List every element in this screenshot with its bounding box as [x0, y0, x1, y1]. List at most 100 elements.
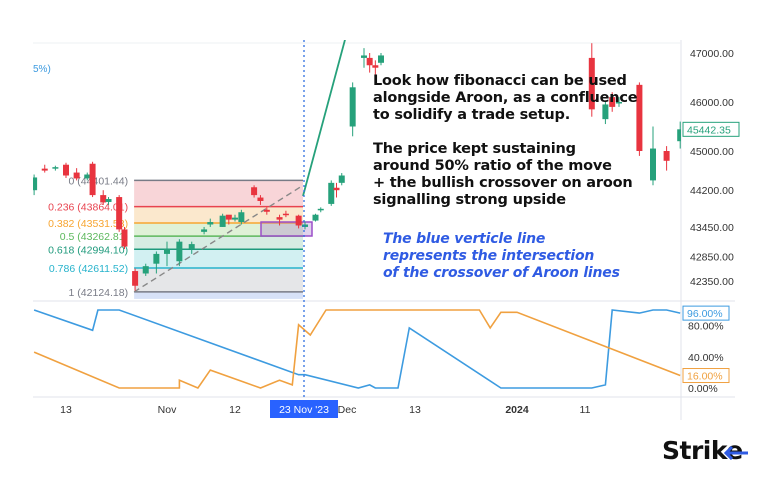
candle-down [121, 229, 128, 247]
candle-down [366, 57, 373, 66]
candle-down [100, 195, 107, 203]
candle-down [276, 217, 283, 220]
candle-up [378, 55, 384, 63]
time-tick-label: 13 [409, 404, 421, 416]
aroon-tick-label: 0.00% [688, 383, 718, 395]
price-tick-label: 46000.00 [690, 97, 734, 109]
fib-zone [134, 268, 303, 292]
highlighted-date-badge [270, 400, 338, 418]
fibonacci-retracement: 0 (44401.44) 0.236 (43864.01) 0.382 (43531… [48, 175, 304, 299]
candle-up [302, 224, 308, 227]
candle-down [41, 168, 48, 171]
candle-down [588, 57, 595, 110]
annotation-blue-line: The blue verticle line represents the in… [383, 231, 620, 282]
candle-down [609, 97, 616, 107]
candle-down [73, 172, 80, 179]
fib-level-label: 0.236 (43864.01) [48, 202, 128, 214]
candle-up [312, 214, 319, 221]
candle-up [52, 167, 59, 169]
candle-down [63, 164, 69, 176]
candle-down [295, 215, 302, 226]
price-tick-label: 44200.00 [690, 185, 734, 197]
annotation-line: The price kept sustaining [373, 141, 576, 157]
aroon-value-label: 96.00% [687, 308, 723, 320]
candle-up [164, 249, 170, 254]
candle-up [328, 182, 335, 204]
annotation-line: to solidify a trade setup. [373, 107, 571, 123]
candle-up [238, 212, 245, 223]
candle-up [201, 229, 208, 232]
candle-up [153, 253, 160, 264]
price-tick-label: 43450.00 [690, 222, 734, 234]
fib-trend-line [133, 184, 304, 293]
candle-up [207, 222, 214, 225]
candle-up [349, 87, 356, 127]
candle-down [251, 187, 258, 196]
price-tick-label: 42850.00 [690, 251, 734, 263]
annotation-line: around 50% ratio of the move [373, 158, 612, 174]
time-tick-label: 12 [229, 404, 241, 416]
candle-down [89, 163, 96, 196]
trend-line [302, 40, 346, 197]
price-tick-label: 42350.00 [690, 276, 734, 288]
annotation-line: The blue verticle line [383, 231, 546, 247]
candle-down [225, 214, 232, 220]
candle-up [142, 266, 149, 274]
fib-level-label: 0 (44401.44) [69, 175, 129, 187]
last-price-label: 45442.35 [687, 124, 731, 136]
time-tick-label: Nov [158, 404, 177, 416]
candle-up [361, 55, 367, 58]
annotation-line: represents the intersection [383, 248, 595, 264]
annotation-line: alongside Aroon, as a confluence [373, 90, 638, 106]
fib-level-label: 1 (42124.18) [69, 287, 129, 299]
time-tick-label: 11 [580, 404, 591, 416]
highlighted-date-label: 23 Nov '23 [279, 404, 329, 416]
annotation-price-sustaining: The price kept sustaining around 50% rat… [373, 141, 633, 209]
candle-down [333, 187, 340, 191]
aroon-tick-label: 40.00% [688, 352, 724, 364]
annotation-line: of the crossover of Aroon lines [383, 265, 620, 281]
price-tick-label: 45000.00 [690, 146, 734, 158]
candle-up [33, 177, 38, 191]
fib-zone [134, 249, 303, 269]
candle-up [338, 175, 345, 183]
fib-zone [134, 291, 303, 299]
annotation-line: signalling strong upside [373, 192, 566, 208]
candle-down [372, 65, 379, 68]
candle-up [677, 129, 681, 142]
candle-down [257, 197, 264, 201]
fib-zone [134, 180, 303, 207]
last-price-badge [682, 121, 740, 137]
candle-up [188, 244, 195, 249]
time-tick-label: Dec [338, 404, 357, 416]
candle-down [132, 271, 139, 286]
candle-up [84, 174, 91, 179]
aroon-line-aroon_a [33, 309, 681, 389]
fib-zone [134, 236, 303, 250]
candle-up [232, 217, 238, 220]
indicator-legend-fragment: 5%) [33, 64, 51, 75]
candle-down [282, 213, 289, 216]
aroon-value-badge [682, 305, 730, 321]
candle-up [219, 215, 226, 227]
candle-up [616, 102, 622, 104]
candle-up [317, 208, 324, 211]
candles [33, 43, 681, 291]
time-tick-label: 2024 [505, 404, 529, 416]
fib-level-label: 0.382 (43531.53) [48, 218, 128, 230]
candle-up [176, 241, 183, 262]
candle-down [263, 209, 270, 212]
candle-up [650, 148, 656, 181]
price-tick-label: 47000.00 [690, 48, 734, 60]
annotation-fibonacci-aroon: Look how fibonacci can be used alongside… [373, 73, 638, 124]
candle-down [636, 84, 643, 151]
aroon-value-label: 16.00% [687, 371, 723, 383]
aroon-value-badge [682, 368, 730, 384]
fib-level-label: 0.5 (43262.81) [60, 231, 128, 243]
annotation-line: Look how fibonacci can be used [373, 73, 627, 89]
aroon-line-aroon_b [33, 309, 681, 389]
logo-arrow-icon [724, 446, 748, 460]
fib-level-label: 0.618 (42994.10) [48, 244, 128, 256]
aroon-tick-label: 80.00% [688, 321, 724, 333]
